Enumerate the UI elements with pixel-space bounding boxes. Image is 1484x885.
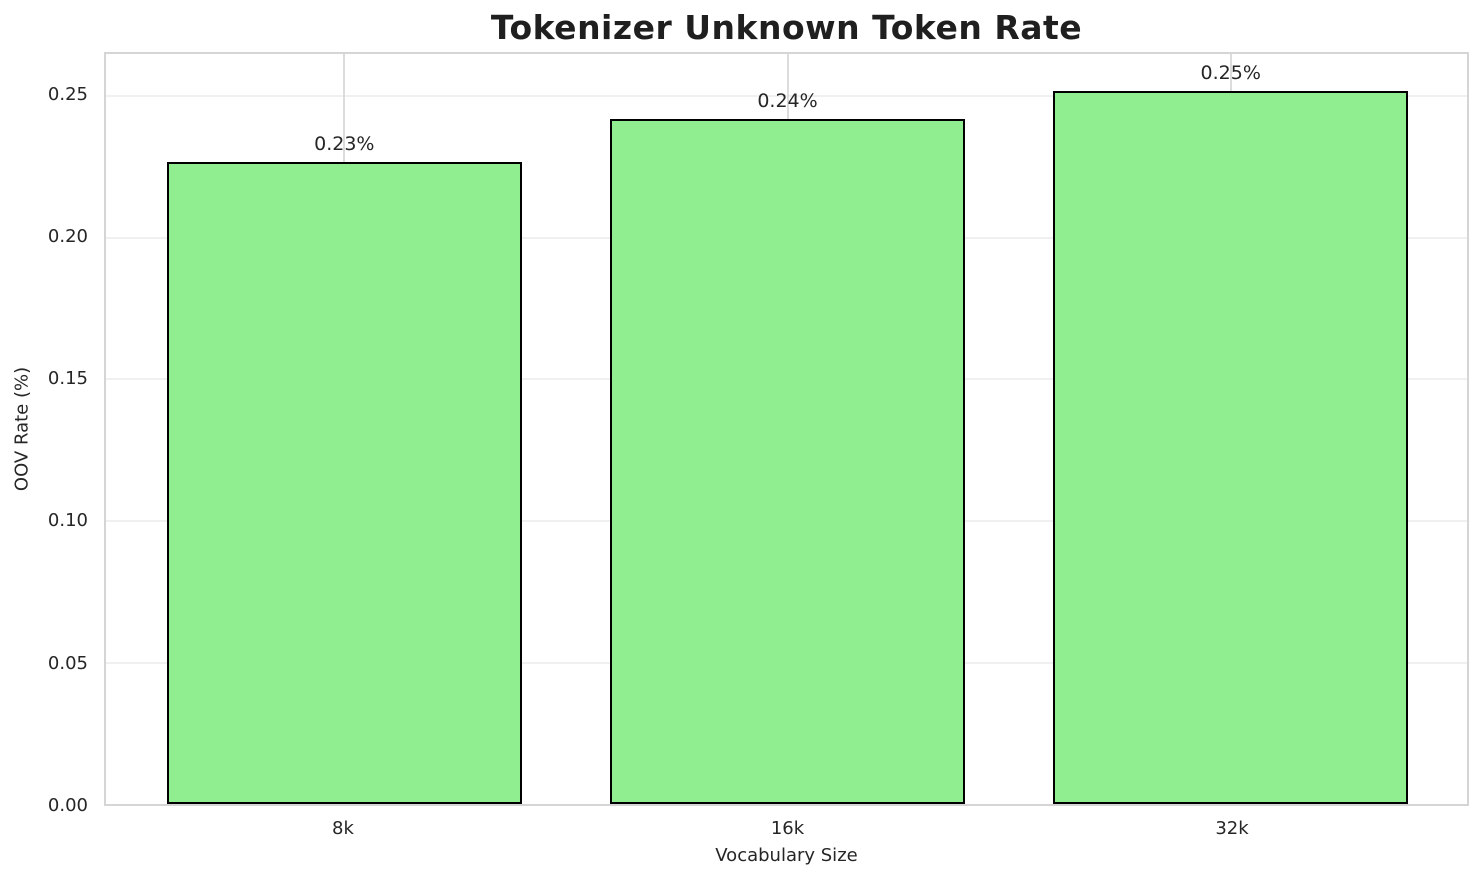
x-tick-label: 32k: [1215, 818, 1249, 839]
y-tick-label: 0.05: [47, 652, 88, 674]
bar-value-label: 0.25%: [1200, 61, 1261, 84]
bar-value-label: 0.23%: [314, 132, 375, 155]
plot-area: 0.23% 0.24% 0.25%: [104, 52, 1469, 806]
y-tick-label: 0.15: [47, 368, 88, 390]
y-tick-label: 0.10: [47, 510, 88, 532]
bar: [166, 161, 522, 804]
y-tick-label: 0.00: [47, 795, 88, 816]
x-tick-label: 8k: [332, 818, 354, 839]
y-tick-label: 0.25: [47, 83, 88, 105]
y-tick-label: 0.20: [47, 225, 88, 247]
bar-value-label: 0.24%: [757, 90, 818, 113]
chart-title: Tokenizer Unknown Token Rate: [490, 8, 1083, 47]
bar: [610, 119, 965, 804]
bar: [1053, 90, 1409, 804]
x-axis-label: Vocabulary Size: [715, 845, 858, 866]
x-tick-label: 16k: [770, 818, 805, 839]
